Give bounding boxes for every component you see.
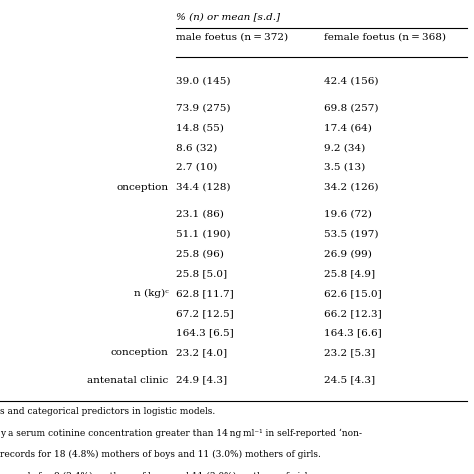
Text: 69.8 (257): 69.8 (257) — [324, 103, 378, 112]
Text: 2.7 (10): 2.7 (10) — [176, 163, 217, 172]
Text: 34.2 (126): 34.2 (126) — [324, 182, 378, 191]
Text: 9.2 (34): 9.2 (34) — [324, 143, 365, 152]
Text: 14.8 (55): 14.8 (55) — [176, 123, 224, 132]
Text: y a serum cotinine concentration greater than 14 ng ml⁻¹ in self-reported ‘non-: y a serum cotinine concentration greater… — [0, 429, 362, 438]
Text: 39.0 (145): 39.0 (145) — [176, 76, 230, 85]
Text: 26.9 (99): 26.9 (99) — [324, 249, 372, 258]
Text: 25.8 (96): 25.8 (96) — [176, 249, 224, 258]
Text: 17.4 (64): 17.4 (64) — [324, 123, 372, 132]
Text: 8.6 (32): 8.6 (32) — [176, 143, 217, 152]
Text: 34.4 (128): 34.4 (128) — [176, 182, 230, 191]
Text: % (n) or mean [s.d.]: % (n) or mean [s.d.] — [176, 12, 280, 21]
Text: 25.8 [5.0]: 25.8 [5.0] — [176, 269, 227, 278]
Text: 66.2 [12.3]: 66.2 [12.3] — [324, 309, 381, 318]
Text: 53.5 (197): 53.5 (197) — [324, 230, 378, 239]
Text: n (kg)ᶜ: n (kg)ᶜ — [134, 289, 169, 298]
Text: 25.8 [4.9]: 25.8 [4.9] — [324, 269, 374, 278]
Text: conception: conception — [111, 348, 169, 357]
Text: 24.5 [4.3]: 24.5 [4.3] — [324, 376, 374, 385]
Text: records for 9 (2.4%) mothers of boys and 11 (3.0%) mothers of girls.: records for 9 (2.4%) mothers of boys and… — [0, 472, 315, 474]
Text: antenatal clinic: antenatal clinic — [88, 376, 169, 385]
Text: 62.8 [11.7]: 62.8 [11.7] — [176, 289, 233, 298]
Text: 62.6 [15.0]: 62.6 [15.0] — [324, 289, 381, 298]
Text: 23.1 (86): 23.1 (86) — [176, 210, 224, 219]
Text: 67.2 [12.5]: 67.2 [12.5] — [176, 309, 233, 318]
Text: 73.9 (275): 73.9 (275) — [176, 103, 230, 112]
Text: female foetus (n = 368): female foetus (n = 368) — [324, 33, 446, 42]
Text: 23.2 [4.0]: 23.2 [4.0] — [176, 348, 227, 357]
Text: 42.4 (156): 42.4 (156) — [324, 76, 378, 85]
Text: onception: onception — [117, 182, 169, 191]
Text: male foetus (n = 372): male foetus (n = 372) — [176, 33, 288, 42]
Text: records for 18 (4.8%) mothers of boys and 11 (3.0%) mothers of girls.: records for 18 (4.8%) mothers of boys an… — [0, 450, 321, 459]
Text: 164.3 [6.5]: 164.3 [6.5] — [176, 328, 233, 337]
Text: 51.1 (190): 51.1 (190) — [176, 230, 230, 239]
Text: 24.9 [4.3]: 24.9 [4.3] — [176, 376, 227, 385]
Text: 3.5 (13): 3.5 (13) — [324, 163, 365, 172]
Text: s and categorical predictors in logistic models.: s and categorical predictors in logistic… — [0, 407, 215, 416]
Text: 23.2 [5.3]: 23.2 [5.3] — [324, 348, 374, 357]
Text: 164.3 [6.6]: 164.3 [6.6] — [324, 328, 381, 337]
Text: 19.6 (72): 19.6 (72) — [324, 210, 372, 219]
